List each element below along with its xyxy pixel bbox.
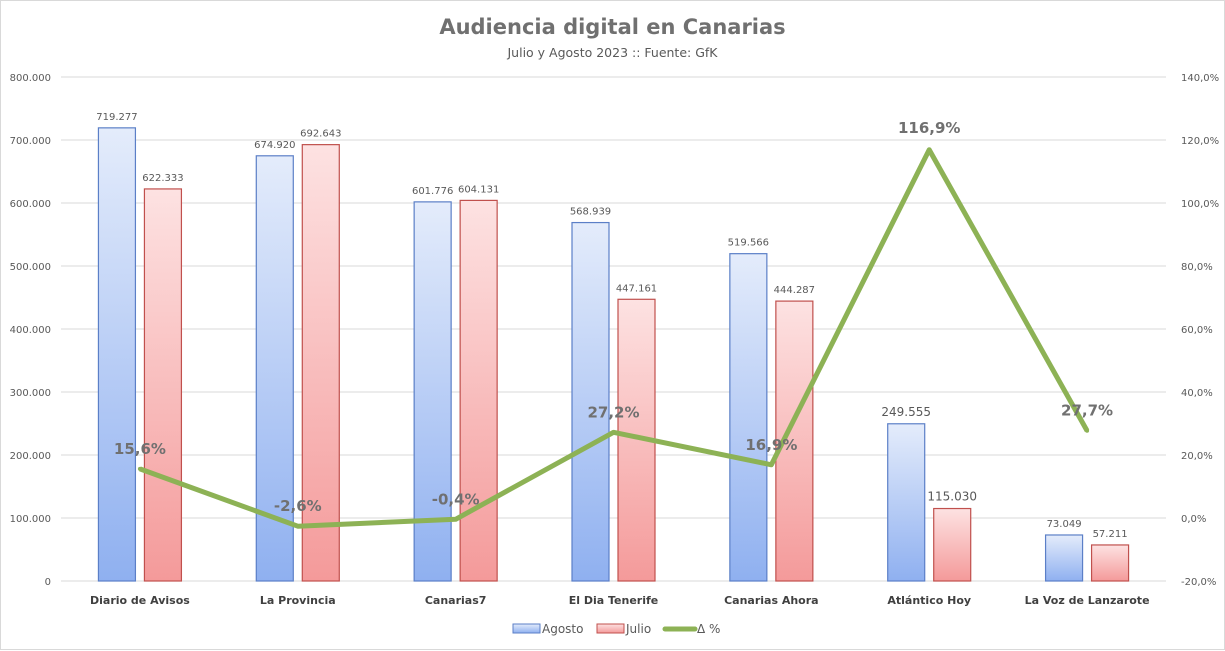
data-label: 674.920 <box>254 140 295 151</box>
line-label: 116,9% <box>898 119 960 137</box>
bar-agosto <box>255 155 294 582</box>
line-point <box>137 466 142 471</box>
right-tick-label: 100,0% <box>1181 199 1219 210</box>
line-point <box>927 147 932 152</box>
chart-subtitle: Julio y Agosto 2023 :: Fuente: GfK <box>507 45 718 60</box>
bar-agosto <box>97 127 137 582</box>
line-label: -0,4% <box>432 490 480 508</box>
bar-agosto <box>887 423 926 582</box>
right-tick-label: 20,0% <box>1181 451 1213 462</box>
bar-agosto <box>571 221 610 582</box>
left-tick-label: 200.000 <box>10 451 51 462</box>
data-label: 692.643 <box>300 129 341 140</box>
left-tick-label: 600.000 <box>10 199 51 210</box>
line-label: -2,6% <box>274 497 322 515</box>
line-label: 16,9% <box>745 436 797 454</box>
bar-julio <box>459 199 498 582</box>
data-label: 601.776 <box>412 186 453 197</box>
legend-swatch-julio <box>596 623 625 634</box>
category-label: Canarias Ahora <box>724 594 819 607</box>
category-label: El Dia Tenerife <box>569 594 659 607</box>
line-point <box>611 430 616 435</box>
category-label: La Voz de Lanzarote <box>1025 594 1150 607</box>
category-label: Atlántico Hoy <box>887 594 971 607</box>
legend-label-delta: Δ % <box>697 622 720 636</box>
right-tick-label: 40,0% <box>1181 388 1213 399</box>
left-tick-label: 800.000 <box>10 73 51 84</box>
line-point <box>295 524 300 529</box>
chart-title: Audiencia digital en Canarias <box>439 15 786 39</box>
data-label: 719.277 <box>96 112 137 123</box>
legend-label-agosto: Agosto <box>542 622 583 636</box>
right-tick-label: -20,0% <box>1181 577 1216 588</box>
data-label: 604.131 <box>458 184 499 195</box>
data-label: 249.555 <box>881 405 931 419</box>
bar-julio <box>1090 544 1130 582</box>
line-point <box>453 517 458 522</box>
data-label: 622.333 <box>142 173 183 184</box>
right-tick-label: 60,0% <box>1181 325 1213 336</box>
right-tick-label: 0,0% <box>1181 514 1206 525</box>
line-label: 15,6% <box>114 440 166 458</box>
bar-agosto <box>729 253 768 582</box>
line-point <box>769 462 774 467</box>
legend-swatch-agosto <box>512 623 541 634</box>
left-tick-label: 400.000 <box>10 325 51 336</box>
data-label: 73.049 <box>1047 519 1082 530</box>
right-tick-label: 140,0% <box>1181 73 1219 84</box>
data-label: 519.566 <box>728 238 769 249</box>
category-label: La Provincia <box>260 594 336 607</box>
data-label: 57.211 <box>1093 529 1128 540</box>
line-label: 27,2% <box>587 403 639 421</box>
data-label: 444.287 <box>774 285 815 296</box>
line-point <box>1085 428 1090 433</box>
bar-julio <box>143 188 183 582</box>
left-tick-label: 700.000 <box>10 136 51 147</box>
data-label: 447.161 <box>616 283 657 294</box>
bar-julio <box>301 144 340 582</box>
line-label: 27,7% <box>1061 402 1113 420</box>
category-label: Canarias7 <box>425 594 487 607</box>
category-label: Diario de Avisos <box>90 594 190 607</box>
left-tick-label: 0 <box>45 577 51 588</box>
right-tick-label: 80,0% <box>1181 262 1213 273</box>
left-tick-label: 100.000 <box>10 514 51 525</box>
right-tick-label: 120,0% <box>1181 136 1219 147</box>
data-label: 115.030 <box>927 490 977 504</box>
left-tick-label: 500.000 <box>10 262 51 273</box>
data-label: 568.939 <box>570 207 611 218</box>
bar-julio <box>933 507 972 582</box>
bar-agosto <box>413 201 452 582</box>
legend-label-julio: Julio <box>625 622 651 636</box>
left-tick-label: 300.000 <box>10 388 51 399</box>
bar-agosto <box>1044 534 1084 582</box>
